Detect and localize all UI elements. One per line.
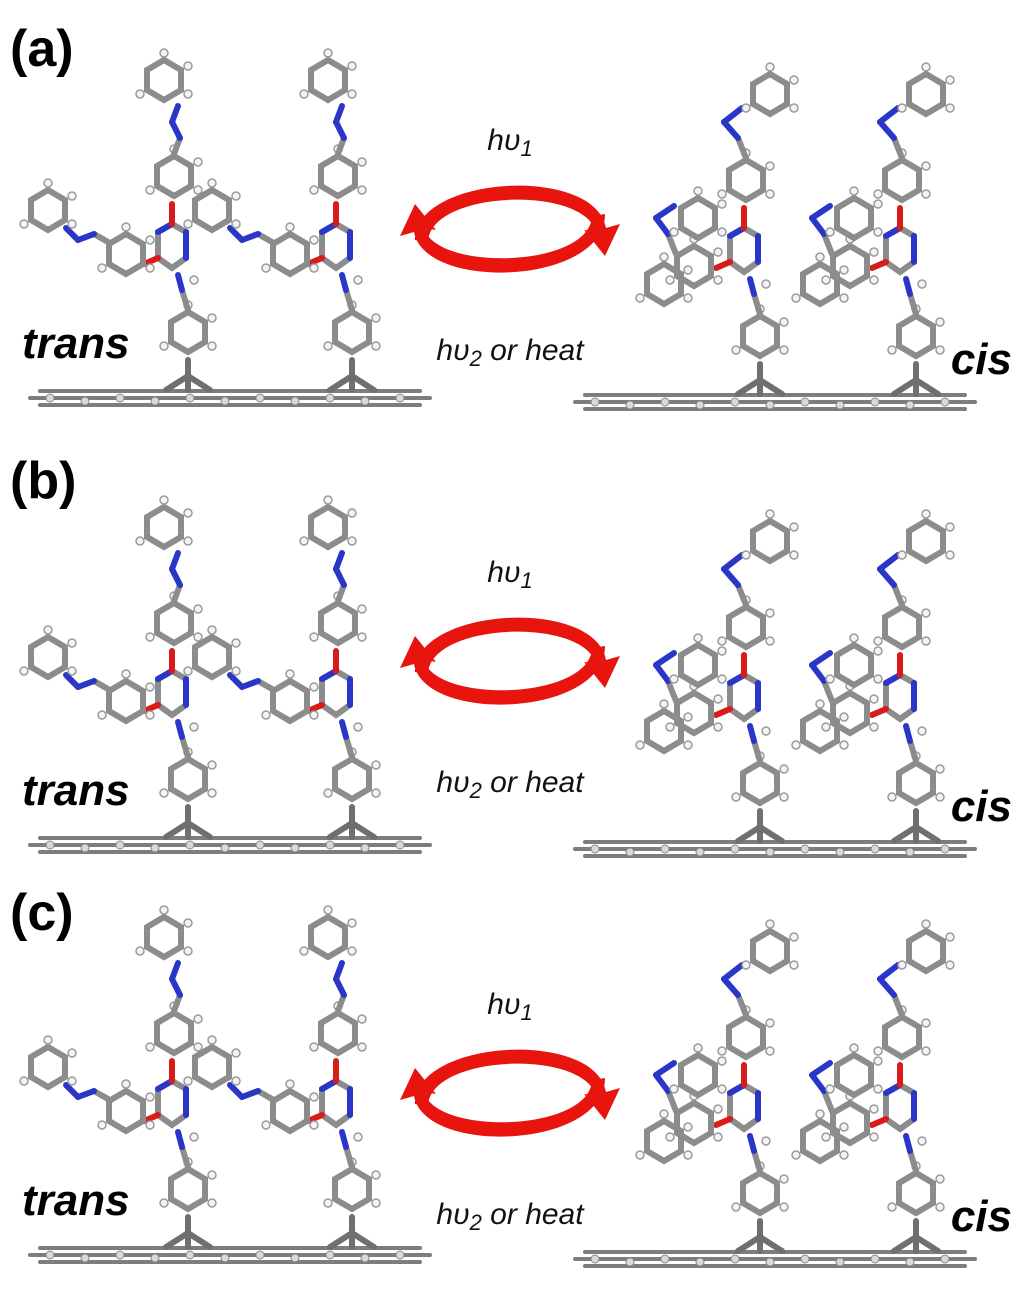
cis-molecule bbox=[792, 920, 954, 1251]
panel-label: (b) bbox=[10, 452, 76, 510]
cycle-arrows bbox=[400, 185, 620, 273]
panel-a: (a) trans cis hυ1 hυ2 or heat bbox=[10, 20, 1012, 411]
cycle-arrows bbox=[400, 617, 620, 705]
cis-label: cis bbox=[951, 782, 1012, 831]
trans-label: trans bbox=[22, 766, 130, 815]
graphene-sheet-left bbox=[28, 836, 432, 854]
panel-b: (b) trans cis hυ1 hυ2 or heat bbox=[10, 452, 1012, 858]
forward-arrow bbox=[415, 1049, 620, 1120]
graphene-sheet-left bbox=[28, 1246, 432, 1264]
cis-molecule bbox=[792, 63, 954, 394]
cycle-arrows bbox=[400, 1049, 620, 1137]
forward-condition: hυ1 bbox=[487, 124, 532, 161]
cis-label: cis bbox=[951, 335, 1012, 384]
forward-condition: hυ1 bbox=[487, 988, 532, 1025]
reverse-condition: hυ2 or heat bbox=[436, 334, 585, 371]
forward-condition: hυ1 bbox=[487, 556, 532, 593]
reverse-condition: hυ2 or heat bbox=[436, 1198, 585, 1235]
reverse-arrow bbox=[400, 636, 605, 705]
graphene-sheet-right bbox=[573, 840, 977, 858]
cis-molecule bbox=[636, 510, 798, 841]
graphene-sheet-right bbox=[573, 393, 977, 411]
cis-molecule bbox=[636, 63, 798, 394]
cis-label: cis bbox=[951, 1192, 1012, 1241]
trans-molecule bbox=[184, 49, 380, 390]
cis-molecule bbox=[636, 920, 798, 1251]
reverse-condition: hυ2 or heat bbox=[436, 766, 585, 803]
graphene-sheet-left bbox=[28, 389, 432, 407]
panel-label: (a) bbox=[10, 20, 74, 78]
trans-label: trans bbox=[22, 1176, 130, 1225]
panel-c: (c) trans cis hυ1 hυ2 or heat bbox=[10, 884, 1012, 1268]
panel-label: (c) bbox=[10, 884, 74, 942]
reverse-arrow bbox=[400, 204, 605, 273]
trans-label: trans bbox=[22, 319, 130, 368]
reverse-arrow bbox=[400, 1068, 605, 1137]
forward-arrow bbox=[415, 617, 620, 688]
cis-molecule bbox=[792, 510, 954, 841]
trans-molecule bbox=[184, 906, 380, 1247]
graphene-sheet-right bbox=[573, 1250, 977, 1268]
forward-arrow bbox=[415, 185, 620, 256]
trans-molecule bbox=[184, 496, 380, 837]
